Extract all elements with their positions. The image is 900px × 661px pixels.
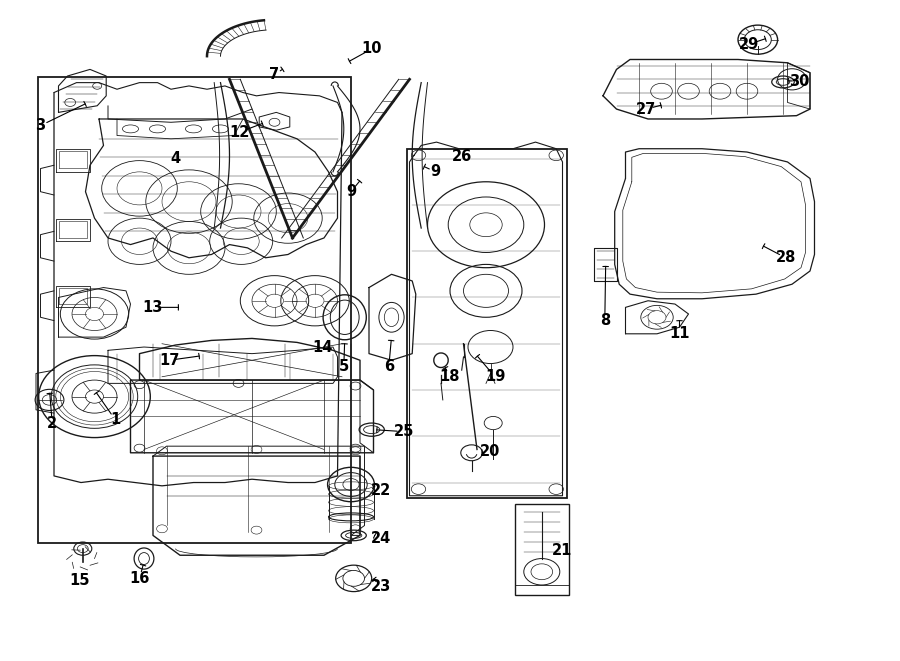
Text: 11: 11 <box>670 327 689 341</box>
Text: 19: 19 <box>485 369 505 384</box>
Text: 29: 29 <box>739 37 759 52</box>
Text: 20: 20 <box>481 444 500 459</box>
Text: 9: 9 <box>430 165 441 179</box>
Text: 9: 9 <box>346 184 356 199</box>
Text: 7: 7 <box>269 67 280 82</box>
Text: 13: 13 <box>143 300 163 315</box>
Text: 16: 16 <box>130 571 149 586</box>
Text: 2: 2 <box>47 416 58 430</box>
Text: 25: 25 <box>394 424 414 439</box>
Bar <box>407 149 567 498</box>
Text: 1: 1 <box>110 412 121 427</box>
Text: 4: 4 <box>170 151 181 166</box>
Bar <box>515 504 569 595</box>
Text: 6: 6 <box>383 360 394 374</box>
Text: 28: 28 <box>776 251 796 265</box>
Text: 5: 5 <box>338 360 349 374</box>
Text: 15: 15 <box>69 573 89 588</box>
Text: 23: 23 <box>371 580 391 594</box>
Text: 26: 26 <box>452 149 472 164</box>
Text: 18: 18 <box>440 369 460 384</box>
Text: 8: 8 <box>599 313 610 328</box>
Text: 24: 24 <box>371 531 391 546</box>
Text: 30: 30 <box>789 74 809 89</box>
Text: 22: 22 <box>371 483 391 498</box>
Text: 14: 14 <box>312 340 332 354</box>
Text: 10: 10 <box>362 42 382 56</box>
Text: 3: 3 <box>35 118 46 133</box>
Text: 21: 21 <box>553 543 572 558</box>
Text: 12: 12 <box>230 125 249 139</box>
Text: 17: 17 <box>159 353 179 368</box>
Bar <box>38 77 351 543</box>
Text: 27: 27 <box>636 102 656 116</box>
